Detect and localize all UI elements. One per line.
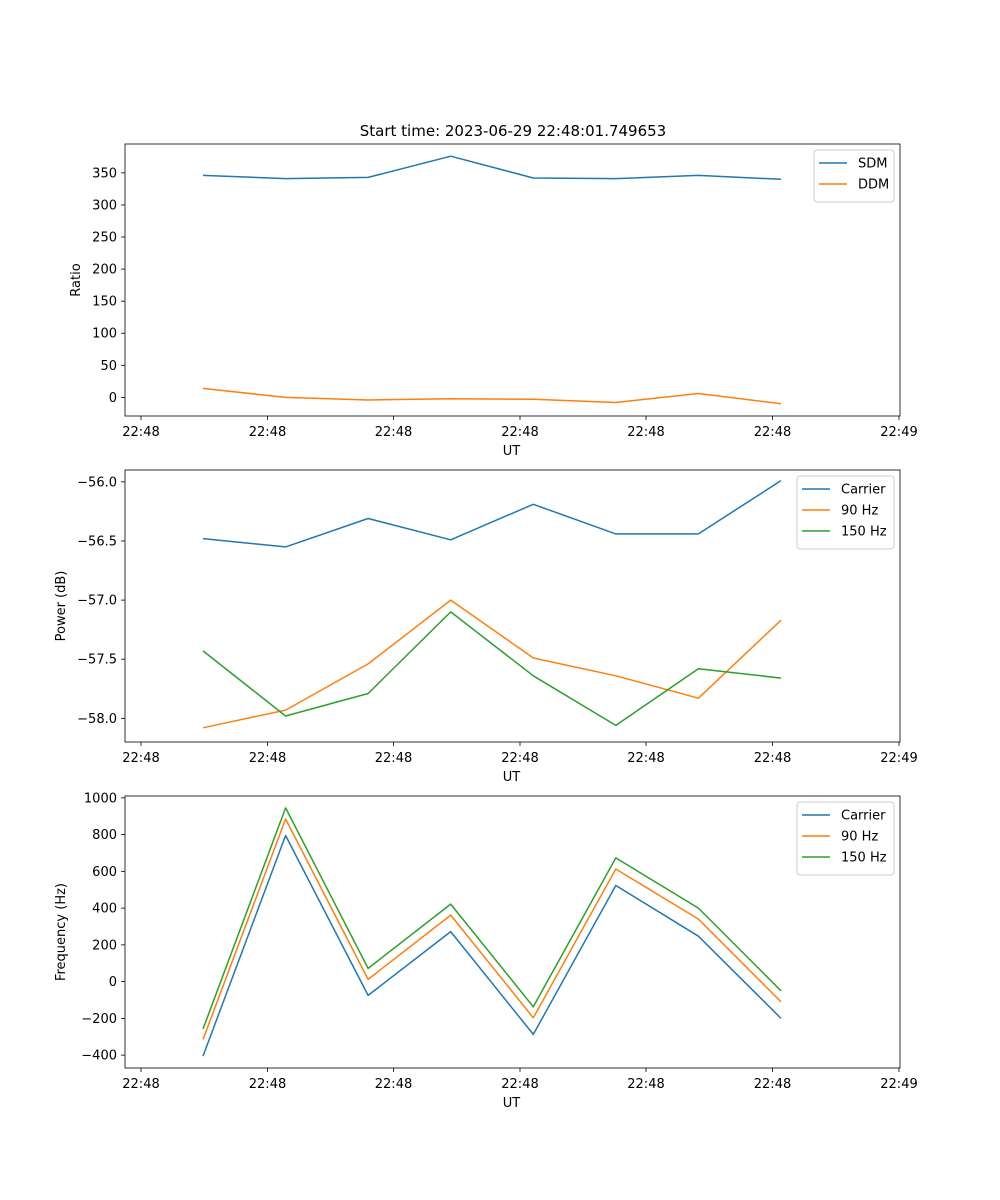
y-tick-label: 200 <box>92 938 117 953</box>
axes-frame <box>124 795 901 1069</box>
x-tick-label: 22:48 <box>375 751 412 766</box>
x-tick-label: 22:49 <box>880 751 917 766</box>
axes-frame <box>124 143 901 417</box>
ratio-chart: 22:48 22:48 22:48 22:48 22:48 22:48 22:49 0 50 10… <box>69 143 918 459</box>
x-tick-label: 22:48 <box>627 1077 664 1092</box>
y-tick-label: 400 <box>92 902 117 917</box>
y-tick-label: 250 <box>92 231 117 246</box>
legend-label: 150 Hz <box>841 525 887 540</box>
x-tick-label: 22:48 <box>627 751 664 766</box>
x-axis-label: UT <box>503 770 521 785</box>
y-tick-label: −400 <box>81 1049 117 1064</box>
y-tick-label: −56.0 <box>77 475 117 490</box>
x-tick-label: 22:48 <box>375 425 412 440</box>
y-tick-label: 200 <box>92 263 117 278</box>
y-tick-label: 350 <box>92 166 117 181</box>
y-axis-label: Ratio <box>69 263 84 296</box>
power-chart: 22:48 22:48 22:48 22:48 22:48 22:48 22:49 −58.0… <box>54 469 918 785</box>
x-tick-label: 22:48 <box>249 751 286 766</box>
series-line-2 <box>202 611 782 727</box>
x-tick-label: 22:48 <box>754 425 791 440</box>
legend: SDM DDM <box>813 149 895 203</box>
series-line-1 <box>202 387 782 405</box>
y-tick-label: −200 <box>81 1012 117 1027</box>
y-tick-label: 0 <box>109 391 117 406</box>
x-tick-label: 22:48 <box>249 1077 286 1092</box>
x-tick-label: 22:48 <box>754 751 791 766</box>
y-tick-label: 50 <box>100 359 117 374</box>
y-tick-label: 300 <box>92 198 117 213</box>
frequency-chart: 22:48 22:48 22:48 22:48 22:48 22:48 22:49 −400 −… <box>54 791 918 1111</box>
x-axis-label: UT <box>503 444 521 459</box>
x-tick-label: 22:48 <box>501 1077 538 1092</box>
y-tick-label: −58.0 <box>77 712 117 727</box>
x-tick-label: 22:48 <box>501 751 538 766</box>
legend-label: DDM <box>858 178 889 193</box>
y-tick-label: −57.0 <box>77 594 117 609</box>
legend-label: 150 Hz <box>841 851 887 866</box>
y-tick-label: 100 <box>92 327 117 342</box>
series-line-2 <box>202 807 782 1030</box>
axes-frame <box>124 469 901 743</box>
x-tick-label: 22:48 <box>754 1077 791 1092</box>
y-tick-label: 600 <box>92 865 117 880</box>
legend: Carrier 90 Hz 150 Hz <box>796 801 895 876</box>
x-tick-label: 22:48 <box>122 751 159 766</box>
series-line-0 <box>202 834 782 1057</box>
legend: Carrier 90 Hz 150 Hz <box>796 475 895 550</box>
y-tick-label: 0 <box>109 975 117 990</box>
series-line-0 <box>202 479 782 548</box>
x-tick-label: 22:48 <box>249 425 286 440</box>
y-axis-label: Frequency (Hz) <box>54 883 69 981</box>
series-line-1 <box>202 818 782 1040</box>
x-tick-label: 22:48 <box>122 1077 159 1092</box>
y-tick-label: 150 <box>92 295 117 310</box>
y-tick-label: −57.5 <box>77 653 117 668</box>
y-tick-label: 800 <box>92 828 117 843</box>
x-tick-label: 22:48 <box>627 425 664 440</box>
x-tick-label: 22:48 <box>375 1077 412 1092</box>
legend-label: SDM <box>858 157 887 172</box>
legend-label: Carrier <box>841 483 886 498</box>
x-tick-label: 22:49 <box>880 425 917 440</box>
figure-title: Start time: 2023-06-29 22:48:01.749653 <box>360 122 666 140</box>
y-axis-label: Power (dB) <box>54 571 69 642</box>
series-line-1 <box>202 599 782 729</box>
series-line-0 <box>202 155 782 181</box>
legend-label: 90 Hz <box>841 830 878 845</box>
y-tick-label: −56.5 <box>77 534 117 549</box>
x-axis-label: UT <box>503 1096 521 1111</box>
x-tick-label: 22:49 <box>880 1077 917 1092</box>
legend-label: 90 Hz <box>841 504 878 519</box>
y-tick-label: 1000 <box>84 791 117 806</box>
x-tick-label: 22:48 <box>122 425 159 440</box>
legend-label: Carrier <box>841 809 886 824</box>
x-tick-label: 22:48 <box>501 425 538 440</box>
